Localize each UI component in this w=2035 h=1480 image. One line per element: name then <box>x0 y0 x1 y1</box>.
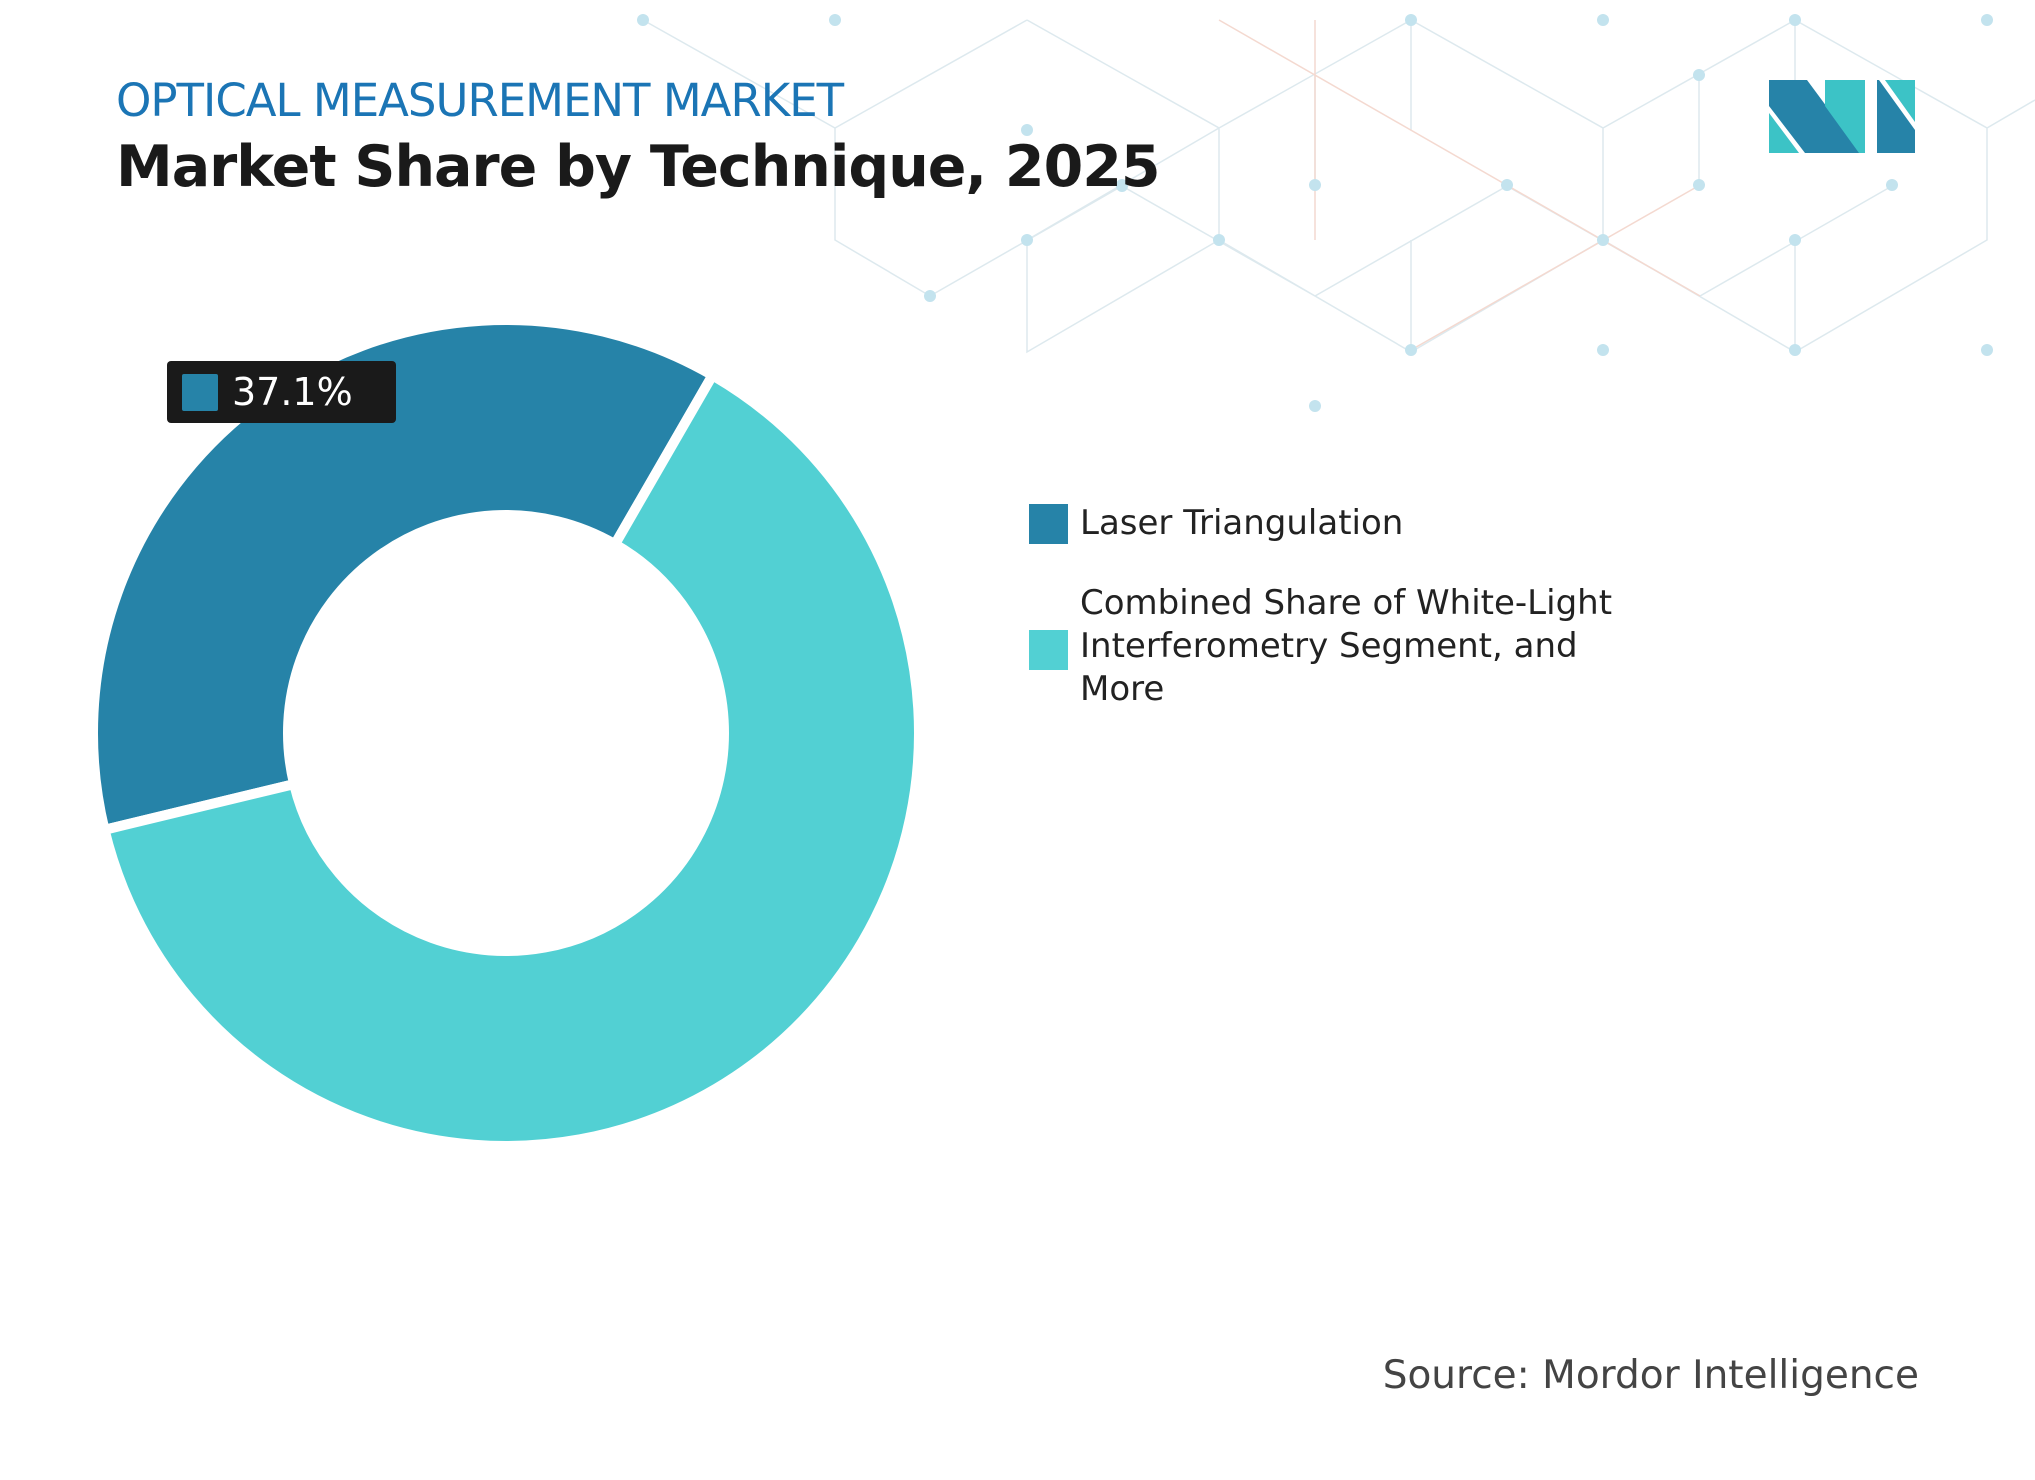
chart-title: Market Share by Technique, 2025 <box>116 134 1161 200</box>
legend-label: Laser Triangulation <box>1080 503 1404 543</box>
donut-slice-laser-triangulation <box>88 315 720 836</box>
donut-slice-combined-share-of-white-light-interferometry-segment-and-more <box>98 368 924 1151</box>
data-label-text: 37.1% <box>232 370 353 414</box>
legend-label: Combined Share of White-Light Interferom… <box>1080 583 1613 709</box>
chart-subtitle: OPTICAL MEASUREMENT MARKET <box>116 74 844 127</box>
legend-swatch <box>1029 504 1068 544</box>
mordor-intelligence-logo <box>1769 80 1915 153</box>
data-label-laser-triangulation: 37.1% <box>167 361 396 423</box>
source-note: Source: Mordor Intelligence <box>1382 1353 1919 1398</box>
data-label-swatch <box>182 374 218 411</box>
legend-swatch <box>1029 630 1068 670</box>
donut-chart <box>88 315 924 1151</box>
hexagon-background-pattern <box>637 14 2035 412</box>
